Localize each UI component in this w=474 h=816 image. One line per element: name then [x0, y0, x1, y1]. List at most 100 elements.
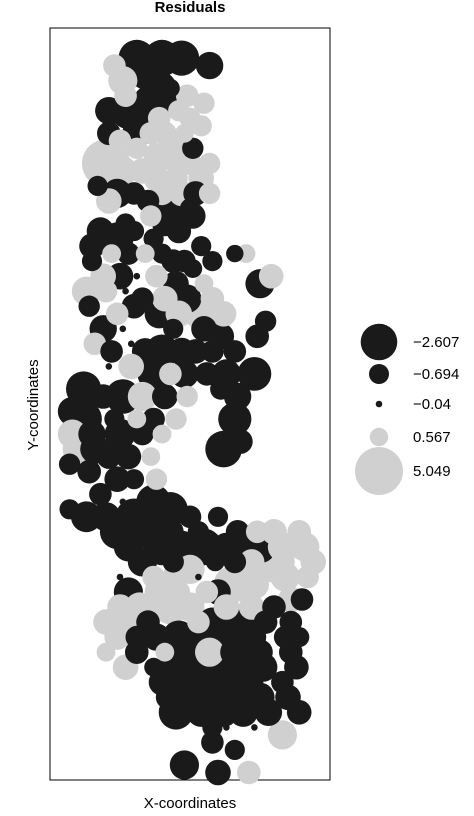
positive-residual-point	[142, 565, 165, 589]
legend-symbol	[360, 323, 398, 361]
negative-residual-point	[123, 220, 145, 242]
negative-residual-point	[247, 639, 273, 665]
negative-residual-point	[104, 408, 125, 430]
negative-residual-point	[57, 396, 87, 427]
negative-residual-point	[59, 499, 80, 520]
negative-residual-point	[251, 724, 258, 731]
positive-residual-point	[83, 332, 107, 356]
legend-label: 0.567	[413, 429, 451, 446]
positive-residual-point	[155, 642, 175, 662]
negative-residual-point	[205, 552, 225, 572]
negative-residual-point	[253, 610, 278, 634]
negative-residual-point	[187, 521, 210, 543]
negative-residual-point	[228, 697, 258, 727]
positive-residual-point	[267, 720, 297, 750]
negative-residual-point	[224, 739, 245, 761]
positive-residual-point	[140, 205, 162, 227]
negative-residual-point	[131, 422, 154, 446]
positive-residual-point	[104, 624, 130, 650]
negative-residual-point	[116, 573, 124, 581]
legend-symbol	[375, 400, 383, 408]
negative-residual-point	[201, 340, 224, 363]
negative-residual-point	[161, 78, 180, 98]
positive-residual-point	[126, 137, 148, 159]
positive-residual-point	[213, 594, 240, 620]
negative-residual-point	[225, 520, 250, 544]
positive-residual-point	[139, 122, 163, 145]
positive-residual-point	[167, 580, 191, 604]
negative-residual-point	[157, 518, 184, 546]
negative-residual-point	[290, 588, 314, 611]
negative-residual-point	[223, 724, 230, 731]
positive-residual-point	[141, 447, 161, 466]
negative-residual-point	[77, 459, 101, 484]
positive-residual-point	[200, 286, 225, 311]
positive-residual-point	[118, 353, 144, 380]
positive-residual-point	[96, 642, 116, 662]
points-layer	[57, 39, 327, 786]
negative-residual-point	[179, 198, 201, 219]
negative-residual-point	[127, 340, 135, 348]
positive-residual-point	[159, 362, 182, 386]
positive-residual-point	[176, 385, 198, 408]
negative-residual-point	[119, 325, 127, 333]
legend-symbol	[369, 364, 389, 384]
positive-residual-point	[175, 123, 194, 143]
positive-residual-point	[108, 129, 132, 153]
negative-residual-point	[162, 551, 184, 573]
negative-residual-point	[133, 272, 141, 280]
negative-residual-point	[163, 318, 184, 339]
negative-residual-point	[96, 444, 122, 469]
positive-residual-point	[164, 166, 188, 191]
legend-label: −2.607	[413, 334, 459, 351]
positive-residual-point	[127, 381, 157, 412]
negative-residual-point	[228, 429, 253, 454]
negative-residual-point	[137, 357, 170, 391]
positive-residual-point	[238, 549, 265, 575]
negative-residual-point	[122, 287, 129, 295]
positive-residual-point	[261, 519, 287, 545]
negative-residual-point	[191, 316, 217, 342]
negative-residual-point	[87, 175, 108, 196]
positive-residual-point	[198, 152, 221, 175]
positive-residual-point	[152, 285, 178, 312]
negative-residual-point	[201, 731, 224, 754]
negative-residual-point	[286, 700, 312, 725]
positive-residual-point	[245, 520, 269, 544]
negative-residual-point	[183, 259, 203, 278]
negative-residual-point	[254, 698, 283, 726]
negative-residual-point	[152, 383, 178, 410]
positive-residual-point	[187, 610, 210, 634]
positive-residual-point	[105, 302, 129, 326]
positive-residual-point	[127, 409, 147, 429]
negative-residual-point	[125, 625, 149, 649]
negative-residual-point	[195, 51, 224, 80]
negative-residual-point	[58, 453, 81, 475]
positive-residual-point	[152, 424, 172, 444]
negative-residual-point	[131, 287, 154, 311]
positive-residual-point	[108, 156, 138, 186]
negative-residual-point	[202, 251, 223, 272]
negative-residual-point	[119, 498, 127, 506]
legend: −2.607 −0.694 −0.04 0.567 5.049	[355, 323, 459, 495]
legend-label: −0.04	[413, 396, 451, 413]
positive-residual-point	[195, 580, 219, 604]
positive-residual-point	[145, 264, 168, 288]
positive-residual-point	[258, 263, 284, 289]
negative-residual-point	[218, 402, 252, 436]
negative-residual-point	[123, 469, 145, 490]
negative-residual-point	[91, 502, 121, 532]
negative-residual-point	[133, 514, 169, 550]
positive-residual-point	[296, 565, 319, 589]
positive-residual-point	[135, 244, 155, 263]
negative-residual-point	[254, 310, 277, 332]
negative-residual-point	[90, 384, 116, 409]
negative-residual-point	[202, 717, 223, 738]
negative-residual-point	[207, 506, 229, 527]
chart-title: Residuals	[155, 0, 226, 16]
y-axis-label: Y-coordinates	[25, 359, 42, 450]
negative-residual-point	[164, 40, 200, 76]
positive-residual-point	[102, 244, 121, 263]
negative-residual-point	[205, 759, 231, 786]
positive-residual-point	[193, 92, 215, 114]
